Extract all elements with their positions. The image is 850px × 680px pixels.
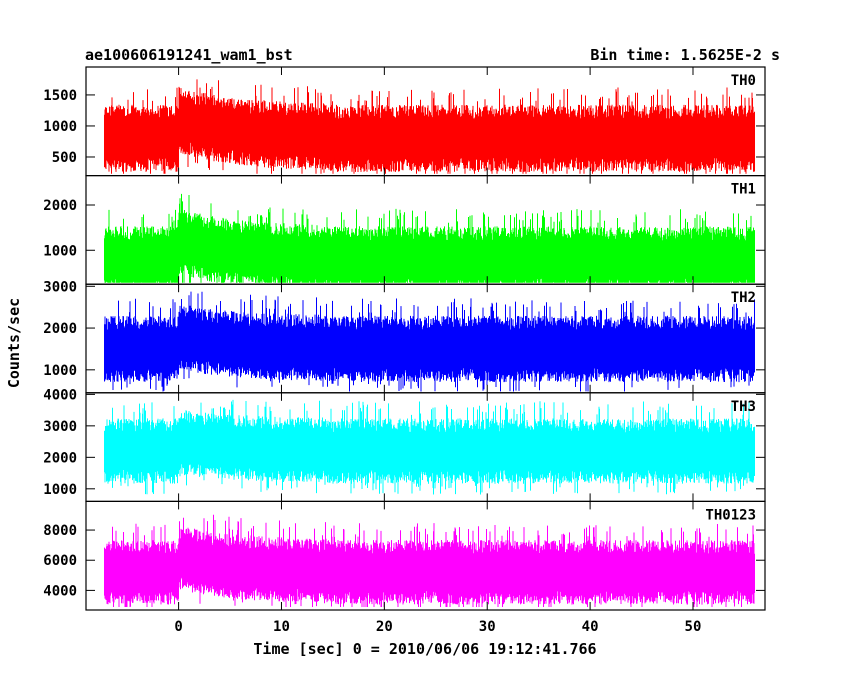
panel-th2: 1000 2000 3000 TH2 [43,279,766,394]
panels-group: 500 1000 1500 TH0 1000 2000 TH1 1000 2000 3000 TH2… [43,66,766,611]
y-tick-label: 3000 [43,419,77,435]
figure-title: ae100606191241_wam1_bst [85,46,293,64]
y-tick-label: 2000 [43,321,77,337]
y-tick-label: 1000 [43,363,77,379]
bin-time-label: Bin time: 1.5625E-2 s [590,46,780,64]
x-axis: 0 10 20 30 40 50 [174,619,701,635]
x-tick-label: 0 [174,619,182,635]
panel-label-th0: TH0 [731,73,756,89]
y-tick-label: 1000 [43,482,77,498]
y-axis-label: Counts/sec [5,298,23,388]
panel-frame [85,500,766,611]
series-th0-trace [104,79,755,174]
y-tick-label: 2000 [43,198,77,214]
series-th1-trace [104,193,755,283]
x-axis-label: Time [sec] 0 = 2010/06/06 19:12:41.766 [253,640,596,658]
y-tick-label: 4000 [43,387,77,403]
panel-label-th0123: TH0123 [705,507,756,523]
x-tick-label: 30 [479,619,496,635]
panel-th3: 1000 2000 3000 4000 TH3 [43,387,766,502]
panel-label-th2: TH2 [731,290,756,306]
panel-label-th1: TH1 [731,182,756,198]
y-tick-label: 1500 [43,88,77,104]
x-tick-label: 50 [685,619,702,635]
x-tick-label: 20 [376,619,393,635]
y-tick-label: 1000 [43,243,77,259]
series-th3-trace [104,399,755,495]
y-tick-label: 3000 [43,279,77,295]
y-tick-label: 6000 [43,553,77,569]
x-tick-label: 10 [273,619,290,635]
y-tick-label: 1000 [43,119,77,135]
panel-th0123: 4000 6000 8000 TH0123 [43,500,766,611]
panel-th0: 500 1000 1500 TH0 [43,66,766,177]
panel-label-th3: TH3 [731,399,756,415]
y-tick-label: 2000 [43,450,77,466]
series-th2-trace [104,291,755,392]
y-tick-label: 8000 [43,523,77,539]
panel-th1: 1000 2000 TH1 [43,175,766,285]
series-th0123-trace [104,514,755,607]
x-tick-label: 40 [582,619,599,635]
y-tick-label: 500 [52,150,77,166]
y-tick-label: 4000 [43,583,77,599]
